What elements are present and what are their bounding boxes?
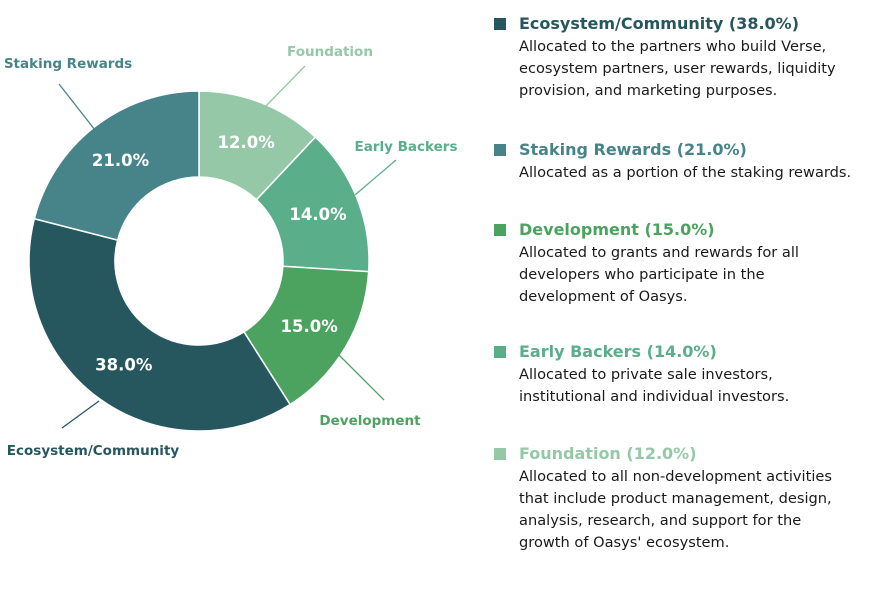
legend-description-line: Allocated to the partners who build Vers… (519, 38, 827, 55)
category-label-ecosystem-community: Ecosystem/Community (7, 443, 180, 459)
legend-item-ecosystem-community: Ecosystem/Community (38.0%) Allocated to … (494, 12, 836, 102)
legend-title: Early Backers (14.0%) (519, 342, 717, 361)
legend-title: Staking Rewards (21.0%) (519, 140, 747, 159)
legend-heading: Staking Rewards (21.0%) (494, 138, 851, 162)
legend-description-line: institutional and individual investors. (519, 388, 790, 405)
percent-label-early-backers: 14.0% (289, 205, 347, 224)
percent-label-development: 15.0% (281, 317, 339, 336)
category-label-foundation: Foundation (287, 44, 373, 60)
percent-label-foundation: 12.0% (217, 133, 275, 152)
legend-description-line: Allocated as a portion of the staking re… (519, 164, 852, 181)
legend-heading: Foundation (12.0%) (494, 442, 832, 466)
legend-description-line: analysis, research, and support for the (519, 512, 802, 529)
legend-description-line: ecosystem partners, user rewards, liquid… (519, 60, 836, 77)
legend-item-foundation: Foundation (12.0%) Allocated to all non-d… (494, 442, 832, 554)
category-label-early-backers: Early Backers (355, 139, 458, 155)
legend-title: Development (15.0%) (519, 220, 715, 239)
legend-item-early-backers: Early Backers (14.0%) Allocated to privat… (494, 340, 789, 408)
leader-line-foundation (263, 65, 306, 109)
legend-description-line: development of Oasys. (519, 288, 688, 305)
legend-heading: Development (15.0%) (494, 218, 799, 242)
legend-description: Allocated to grants and rewards for all d… (519, 242, 799, 308)
legend-swatch (494, 224, 506, 236)
legend-title: Ecosystem/Community (38.0%) (519, 14, 800, 33)
legend-description-line: developers who participate in the (519, 266, 765, 283)
legend-item-development: Development (15.0%) Allocated to grants a… (494, 218, 799, 308)
leader-line-early-backers (354, 159, 397, 196)
slices-group (28, 90, 370, 432)
category-label-development: Development (319, 413, 421, 429)
percent-label-staking-rewards: 21.0% (92, 151, 150, 170)
legend-swatch (494, 346, 506, 358)
percent-label-ecosystem-community: 38.0% (95, 356, 153, 375)
legend-description: Allocated to all non-development activit… (519, 466, 832, 554)
category-label-staking-rewards: Staking Rewards (4, 56, 132, 72)
legend-item-staking-rewards: Staking Rewards (21.0%) Allocated as a po… (494, 138, 851, 184)
legend-heading: Early Backers (14.0%) (494, 340, 789, 364)
legend-description-line: provision, and marketing purposes. (519, 82, 778, 99)
legend-swatch (494, 18, 506, 30)
legend-description-line: that include product management, design, (519, 490, 832, 507)
legend-title: Foundation (12.0%) (519, 444, 697, 463)
leader-line-staking-rewards (58, 83, 96, 131)
legend-description: Allocated as a portion of the staking re… (519, 162, 851, 184)
leader-line-ecosystem-community (61, 400, 100, 429)
donut-chart: 12.0% 14.0% 15.0% 38.0% 21.0% Foundation Earl… (4, 44, 458, 459)
legend-description: Allocated to private sale investors, inst… (519, 364, 789, 408)
legend-description-line: Allocated to all non-development activit… (519, 468, 832, 485)
leader-line-development (334, 350, 385, 401)
category-labels-group: Foundation Early Backers Development Ecosys… (4, 44, 458, 459)
percent-labels-group: 12.0% 14.0% 15.0% 38.0% 21.0% (92, 133, 347, 375)
slice-staking-rewards (33, 90, 200, 242)
legend-description-line: Allocated to private sale investors, (519, 366, 773, 383)
leader-lines-group (58, 65, 397, 429)
legend-description-line: growth of Oasys' ecosystem. (519, 534, 730, 551)
legend-swatch (494, 144, 506, 156)
legend-heading: Ecosystem/Community (38.0%) (494, 12, 836, 36)
legend-description: Allocated to the partners who build Vers… (519, 36, 836, 102)
legend-description-line: Allocated to grants and rewards for all (519, 244, 799, 261)
legend-swatch (494, 448, 506, 460)
slice-ecosystem-community (28, 217, 292, 432)
